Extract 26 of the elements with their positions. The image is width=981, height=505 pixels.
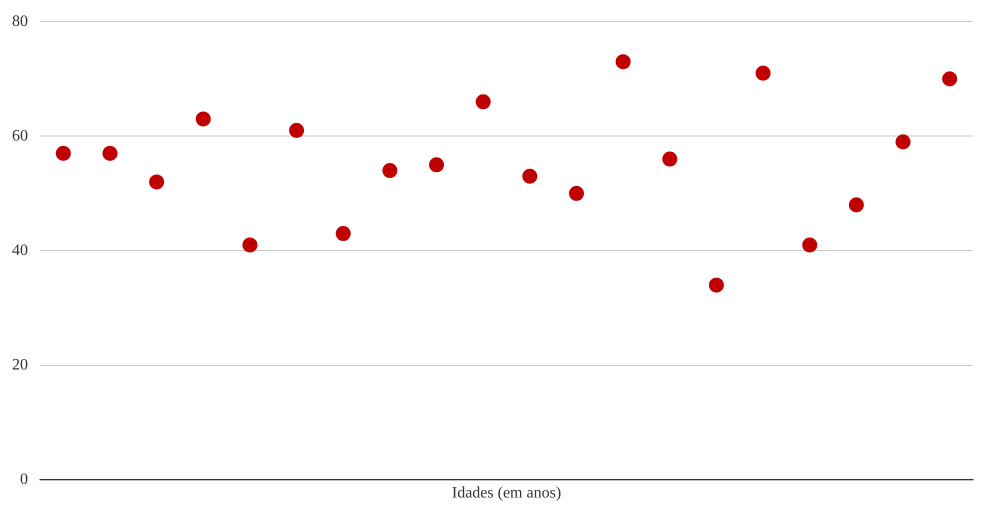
point [289,122,304,138]
point [616,54,631,70]
y-tick-label: 80 [12,12,28,30]
y-tick-label: 60 [12,127,28,144]
point [802,237,818,252]
y-tick-label: 0 [20,471,28,488]
point [56,146,71,161]
point [476,94,491,110]
point [196,111,211,126]
point [522,168,538,184]
point [848,197,864,212]
point [149,174,164,190]
point [896,134,911,150]
y-tick-label: 40 [12,242,28,259]
point [708,278,724,293]
y-tick-label: 20 [12,356,28,374]
point [242,237,258,252]
point [336,226,351,242]
point [102,146,118,161]
point [662,152,678,167]
point [942,71,958,86]
point [429,157,444,172]
point [568,186,584,201]
x-axis-title: Idades (em anos) [452,484,562,502]
point [382,163,398,178]
point [756,66,771,81]
